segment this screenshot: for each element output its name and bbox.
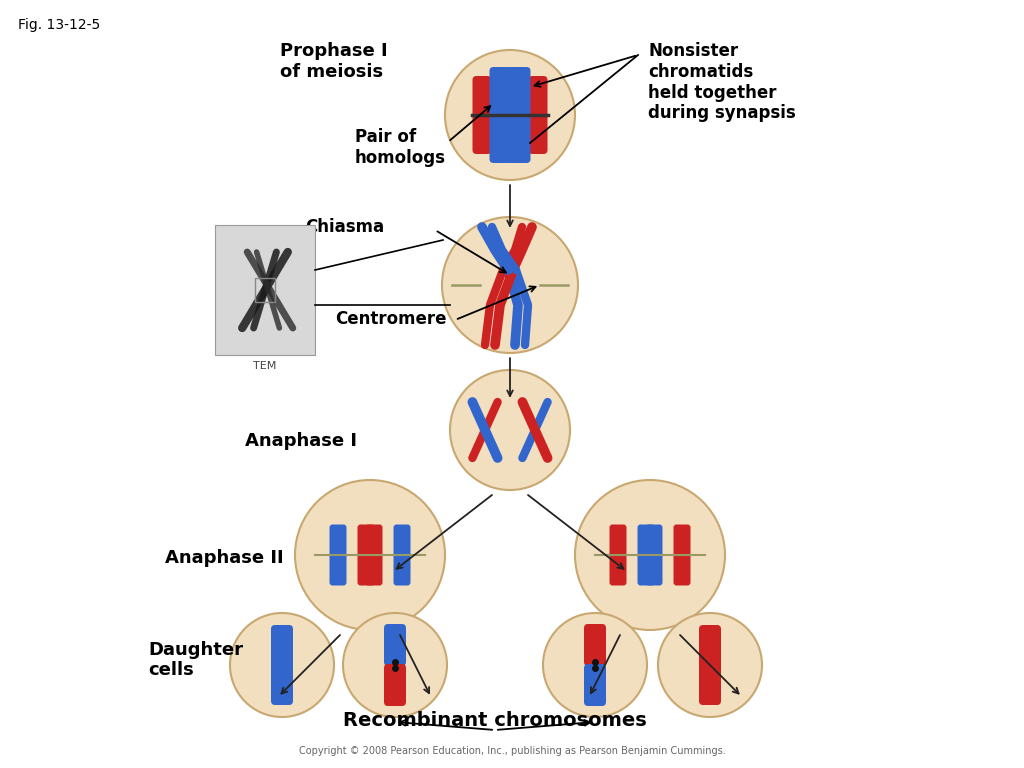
- Bar: [255, 278, 275, 302]
- FancyBboxPatch shape: [645, 525, 663, 585]
- Text: Fig. 13-12-5: Fig. 13-12-5: [18, 18, 100, 32]
- FancyBboxPatch shape: [528, 76, 548, 154]
- Text: Daughter
cells: Daughter cells: [148, 641, 243, 680]
- Text: Chiasma: Chiasma: [305, 218, 384, 236]
- Circle shape: [575, 480, 725, 630]
- Text: Anaphase I: Anaphase I: [245, 432, 357, 450]
- Text: Recombinant chromosomes: Recombinant chromosomes: [343, 711, 647, 730]
- FancyBboxPatch shape: [699, 625, 721, 705]
- Circle shape: [658, 613, 762, 717]
- FancyBboxPatch shape: [357, 525, 375, 585]
- FancyBboxPatch shape: [638, 525, 654, 585]
- FancyBboxPatch shape: [674, 525, 690, 585]
- FancyBboxPatch shape: [384, 664, 406, 706]
- FancyBboxPatch shape: [584, 624, 606, 666]
- Circle shape: [543, 613, 647, 717]
- FancyBboxPatch shape: [393, 525, 411, 585]
- Text: Centromere: Centromere: [335, 310, 446, 328]
- FancyBboxPatch shape: [384, 624, 406, 666]
- FancyBboxPatch shape: [508, 67, 530, 163]
- Circle shape: [450, 370, 570, 490]
- FancyBboxPatch shape: [584, 664, 606, 706]
- Text: Copyright © 2008 Pearson Education, Inc., publishing as Pearson Benjamin Cumming: Copyright © 2008 Pearson Education, Inc.…: [299, 746, 725, 756]
- FancyBboxPatch shape: [366, 525, 383, 585]
- Text: Nonsister
chromatids
held together
during synapsis: Nonsister chromatids held together durin…: [648, 42, 796, 122]
- Circle shape: [442, 217, 578, 353]
- FancyBboxPatch shape: [489, 67, 512, 163]
- Text: TEM: TEM: [253, 361, 276, 371]
- Circle shape: [230, 613, 334, 717]
- FancyBboxPatch shape: [472, 76, 492, 154]
- Text: Anaphase II: Anaphase II: [165, 549, 284, 567]
- Bar: [215, 225, 315, 355]
- Circle shape: [295, 480, 445, 630]
- Text: Pair of
homologs: Pair of homologs: [355, 128, 446, 167]
- FancyBboxPatch shape: [609, 525, 627, 585]
- FancyBboxPatch shape: [271, 625, 293, 705]
- Circle shape: [445, 50, 575, 180]
- FancyBboxPatch shape: [330, 525, 346, 585]
- Circle shape: [343, 613, 447, 717]
- Text: Prophase I
of meiosis: Prophase I of meiosis: [280, 42, 388, 81]
